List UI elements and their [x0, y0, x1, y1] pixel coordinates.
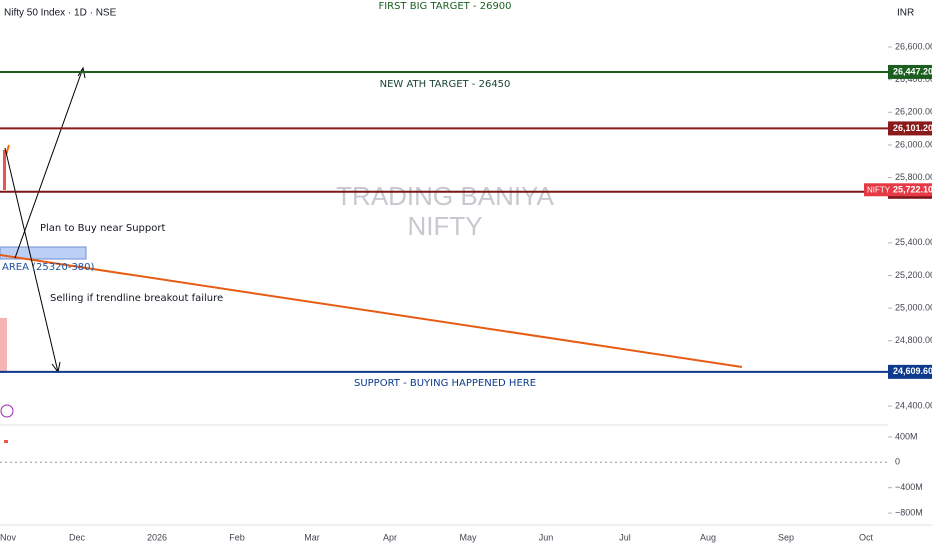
time-label: Jul [619, 532, 631, 542]
time-label: Feb [229, 532, 245, 542]
time-label: May [459, 532, 477, 542]
volume-tick-label: −800M [895, 507, 923, 517]
price-label: 26,101.20 [893, 123, 932, 133]
price-tick-label: 25,200.00 [895, 270, 932, 280]
price-tick-label: 26,600.00 [895, 41, 932, 51]
currency: INR [897, 8, 914, 19]
candle [3, 150, 6, 190]
symbol-header: Nifty 50 Index · 1D · NSE [4, 8, 117, 19]
time-label: Sep [778, 532, 794, 542]
last-price-box [888, 183, 932, 197]
price-tick-label: 25,400.00 [895, 237, 932, 247]
price-label-box [888, 121, 932, 136]
time-label: Aug [700, 532, 716, 542]
price-tick-label: 24,400.00 [895, 400, 932, 410]
time-label: Nov [0, 532, 16, 542]
price-label-box [888, 364, 932, 379]
volume-tick-label: 400M [895, 431, 918, 441]
time-label: 2026 [147, 532, 167, 542]
annotation: FIRST BIG TARGET - 26900 [378, 1, 511, 12]
price-tick-label: 25,000.00 [895, 303, 932, 313]
annotation: SUPPORT - BUYING HAPPENED HERE [354, 378, 536, 389]
price-label: 24,609.60 [893, 366, 932, 376]
annotation: AREA (25320-380) [2, 262, 95, 273]
last-price-label: 25,722.10 [893, 185, 932, 195]
price-tick-label: 26,200.00 [895, 107, 932, 117]
event-icon [0, 404, 14, 418]
price-label-box [888, 64, 932, 79]
symbol-tag: NIFTY [867, 185, 891, 194]
annotation: Selling if trendline breakout failure [50, 293, 223, 304]
volume-bar [4, 440, 8, 443]
arrow [14, 66, 86, 259]
time-label: Dec [69, 532, 86, 542]
annotation: Plan to Buy near Support [40, 223, 165, 234]
volume-tick-label: −400M [895, 482, 923, 492]
watermark: NIFTY [407, 211, 482, 241]
annotation: NEW ATH TARGET - 26450 [380, 79, 511, 90]
volume-bar [0, 318, 7, 373]
price-tick-label: 24,800.00 [895, 335, 932, 345]
watermark: TRADING BANIYA [336, 181, 554, 211]
price-tick-label: 25,800.00 [895, 172, 932, 182]
time-label: Jun [539, 532, 554, 542]
support-zone [0, 246, 87, 260]
trendline [0, 254, 743, 368]
symbol-tag-box [864, 183, 888, 197]
price-label: 26,447.20 [893, 66, 932, 76]
time-label: Apr [383, 532, 397, 542]
price-tick-label: 26,400.00 [895, 74, 932, 84]
time-label: Oct [859, 532, 874, 542]
volume-tick-label: 0 [895, 457, 900, 467]
time-label: Mar [304, 532, 320, 542]
price-tick-label: 26,000.00 [895, 139, 932, 149]
